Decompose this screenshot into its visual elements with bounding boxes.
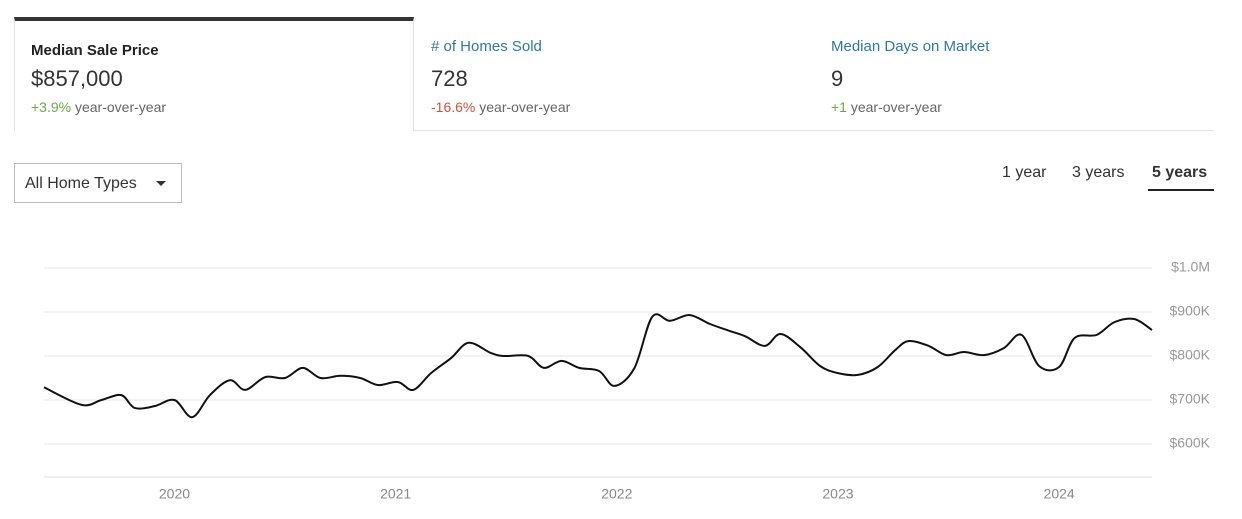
tab-change-row: -16.6% year-over-year [431, 99, 570, 115]
x-tick-label: 2020 [159, 486, 190, 502]
tab-change: +3.9% [31, 99, 72, 115]
range-button[interactable]: 3 years [1072, 164, 1125, 181]
tab[interactable]: # of Homes Sold 728 -16.6% year-over-yea… [431, 17, 811, 131]
y-tick-label: $900K [1170, 303, 1211, 319]
x-tick-label: 2024 [1044, 486, 1075, 502]
x-tick-label: 2021 [380, 486, 411, 502]
tab-title: # of Homes Sold [431, 38, 542, 55]
x-tick-label: 2023 [822, 486, 853, 502]
tab-change-row: +1 year-over-year [831, 99, 942, 115]
tab-change-label: year-over-year [850, 99, 942, 115]
tab-change: -16.6% [431, 99, 476, 115]
selected-underline [1148, 189, 1214, 191]
caret [156, 181, 166, 186]
tab-change-label: year-over-year [74, 99, 167, 115]
tab-change-row: +3.9% year-over-year [31, 99, 166, 115]
range-button[interactable]: 1 year [1002, 164, 1047, 181]
tab-title: Median Sale Price [31, 42, 159, 59]
tab-value: 9 [831, 66, 844, 91]
tab-change: +1 [831, 99, 847, 115]
dropdown-label: All Home Types [25, 175, 137, 192]
tab-value: $857,000 [31, 66, 123, 91]
price-line [43, 313, 1153, 419]
y-tick-label: $1.0M [1171, 259, 1210, 275]
tab[interactable]: Median Days on Market 9 +1 year-over-yea… [831, 17, 1211, 131]
range-button[interactable]: 5 years [1152, 164, 1208, 181]
tab-title: Median Days on Market [831, 38, 990, 55]
y-tick-label: $600K [1170, 435, 1211, 451]
tab[interactable]: Median Sale Price $857,000 +3.9% year-ov… [14, 17, 414, 131]
y-tick-label: $700K [1170, 391, 1211, 407]
separator [414, 130, 1214, 131]
tab-value: 728 [431, 66, 468, 91]
home-type-dropdown[interactable]: All Home Types [14, 163, 182, 203]
tab-change-label: year-over-year [479, 99, 571, 115]
x-tick-label: 2022 [601, 486, 632, 502]
y-tick-label: $800K [1170, 347, 1211, 363]
